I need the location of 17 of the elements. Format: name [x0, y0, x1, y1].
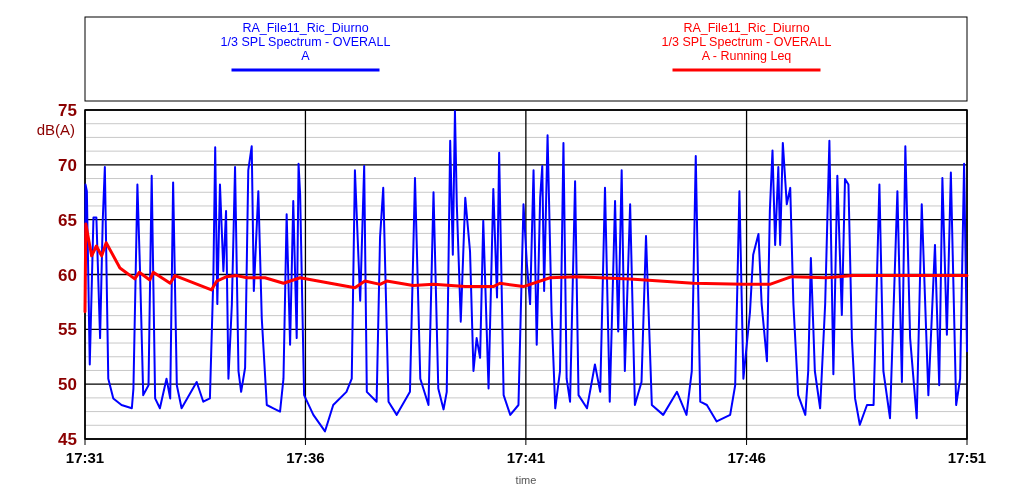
x-axis-title: time	[515, 474, 537, 486]
y-tick-label: 60	[58, 265, 77, 285]
x-tick-label: 17:46	[727, 449, 766, 466]
x-tick-label: 17:51	[947, 449, 987, 466]
y-tick-label: 65	[58, 210, 77, 230]
text: RA_File11_Ric_Diurno 1/3 SPL Spectrum - OVERALL A	[220, 21, 391, 63]
x-tick-label: 17:41	[506, 449, 546, 466]
y-tick-label: 50	[58, 375, 77, 395]
y-axis-title: dB(A)	[36, 121, 75, 138]
y-tick-label: 55	[58, 320, 77, 340]
line-series	[83, 222, 969, 314]
x-tick-label: 17:36	[286, 449, 325, 466]
y-tick-label: 70	[58, 155, 77, 175]
x-tick-label: 17:31	[65, 449, 105, 466]
text: RA_File11_Ric_Diurno 1/3 SPL Spectrum - OVERALL A - Running Leq	[661, 21, 832, 63]
y-tick-label: 45	[58, 430, 77, 449]
y-tick-label: 75	[58, 101, 77, 120]
